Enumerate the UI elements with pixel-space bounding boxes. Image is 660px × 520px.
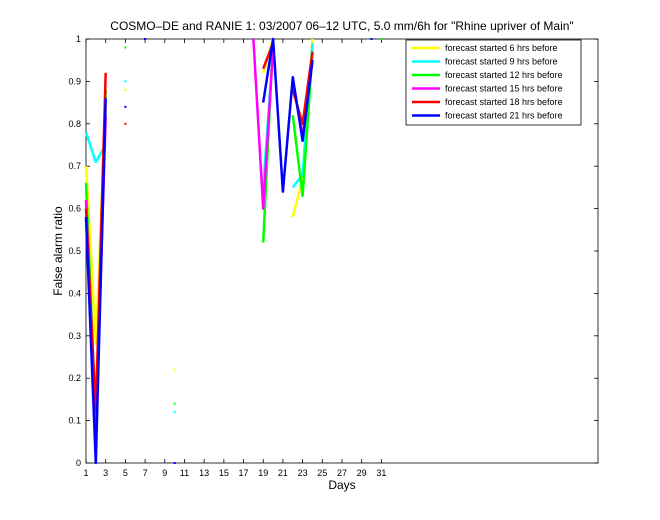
x-tick-label: 5 <box>123 468 128 478</box>
y-axis-ticks: 0 0.1 0.2 0.3 0.4 0.5 0.6 0.7 0.8 0.9 1 <box>68 34 598 468</box>
x-tick-label: 23 <box>298 468 308 478</box>
y-tick-label: 0.8 <box>68 119 81 129</box>
series-line <box>291 51 314 198</box>
y-tick-label: 0.9 <box>68 76 81 86</box>
x-tick-label: 7 <box>143 468 148 478</box>
legend-entry: forecast started 15 hrs before <box>445 84 563 94</box>
y-tick-label: 0.4 <box>68 288 81 298</box>
y-tick-label: 1 <box>76 34 81 44</box>
legend-entry: forecast started 12 hrs before <box>445 70 563 80</box>
series <box>84 37 373 465</box>
legend-entry: forecast started 9 hrs before <box>445 57 558 67</box>
series-line <box>84 98 107 465</box>
y-tick-label: 0.3 <box>68 331 81 341</box>
x-tick-label: 1 <box>83 468 88 478</box>
x-tick-label: 29 <box>357 468 367 478</box>
series-layer <box>84 37 383 465</box>
legend-box <box>405 39 582 126</box>
y-tick-label: 0.5 <box>68 246 81 256</box>
data-point <box>124 122 127 125</box>
y-axis-label: False alarm ratio <box>51 206 65 296</box>
x-tick-label: 19 <box>258 468 268 478</box>
y-tick-label: 0.1 <box>68 416 81 426</box>
data-point <box>370 38 373 40</box>
data-point <box>173 368 176 371</box>
x-tick-label: 17 <box>239 468 249 478</box>
legend: forecast started 6 hrs before forecast st… <box>405 39 582 126</box>
y-tick-label: 0.6 <box>68 204 81 214</box>
data-point <box>124 46 127 49</box>
chart-title: COSMO–DE and RANIE 1: 03/2007 06–12 UTC,… <box>110 19 573 33</box>
data-point <box>124 88 127 91</box>
x-tick-label: 15 <box>219 468 229 478</box>
x-axis-label: Days <box>328 478 355 492</box>
y-tick-label: 0 <box>76 458 81 468</box>
x-tick-label: 9 <box>162 468 167 478</box>
data-point <box>173 402 176 405</box>
legend-entry: forecast started 21 hrs before <box>445 111 563 121</box>
data-point <box>144 38 147 40</box>
legend-entry: forecast started 6 hrs before <box>445 43 558 53</box>
y-tick-label: 0.7 <box>68 161 81 171</box>
data-point <box>124 105 127 108</box>
x-tick-label: 13 <box>199 468 209 478</box>
data-point <box>124 80 127 83</box>
x-tick-label: 11 <box>180 468 189 478</box>
series-line <box>252 38 275 210</box>
data-point <box>173 411 176 414</box>
y-tick-label: 0.2 <box>68 373 81 383</box>
x-tick-label: 27 <box>337 468 347 478</box>
x-tick-label: 31 <box>376 468 386 478</box>
x-tick-label: 25 <box>317 468 327 478</box>
series-line <box>261 37 314 193</box>
x-tick-label: 3 <box>103 468 108 478</box>
data-point <box>173 462 176 464</box>
legend-entry: forecast started 18 hrs before <box>445 97 563 107</box>
data-point <box>380 38 383 40</box>
x-tick-label: 21 <box>278 468 288 478</box>
